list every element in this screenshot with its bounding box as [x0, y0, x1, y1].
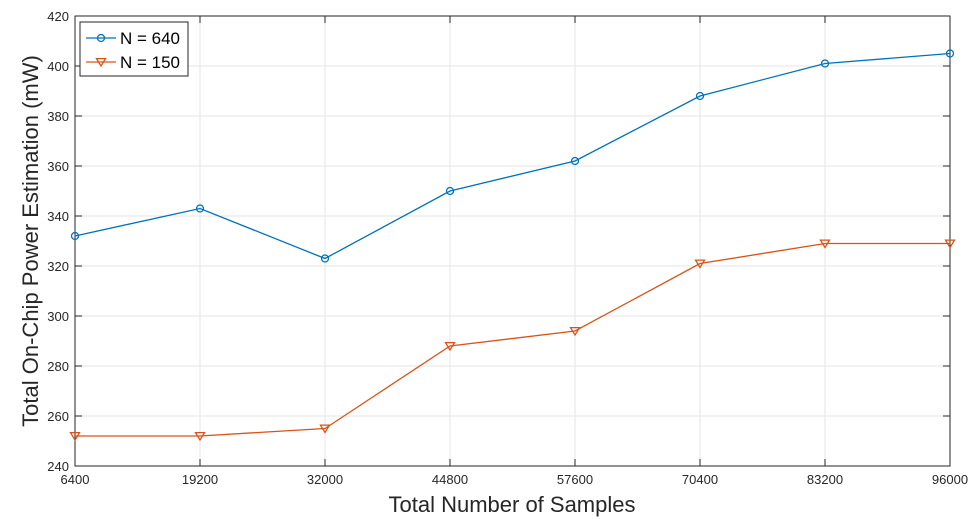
data-point — [319, 424, 331, 434]
y-tick-label: 300 — [47, 309, 69, 324]
y-tick-label: 420 — [47, 9, 69, 24]
x-tick-label: 83200 — [807, 472, 843, 487]
y-tick-label: 320 — [47, 259, 69, 274]
y-tick-label: 260 — [47, 409, 69, 424]
y-axis-label: Total On-Chip Power Estimation (mW) — [18, 55, 43, 427]
series-1 — [70, 49, 955, 263]
x-axis-label: Total Number of Samples — [389, 492, 636, 517]
y-tick-label: 280 — [47, 359, 69, 374]
series-line — [75, 242, 950, 437]
legend-marker — [96, 33, 106, 43]
y-tick-label: 360 — [47, 159, 69, 174]
series-line — [74, 52, 951, 260]
data-point — [69, 431, 81, 442]
data-point — [195, 204, 205, 213]
x-tick-label: 19200 — [182, 472, 218, 487]
legend-box — [79, 21, 189, 77]
plot-frame — [74, 15, 951, 467]
x-tick-label: 44800 — [432, 472, 468, 487]
data-point — [569, 326, 581, 337]
data-point — [695, 91, 705, 101]
data-point — [194, 431, 206, 442]
x-tick-label: 96000 — [932, 472, 968, 487]
axis-ticks: 6400 19200 32000 44800 57600 70400 83200 96000 2… — [47, 9, 968, 487]
series-2 — [69, 239, 956, 442]
data-point — [445, 186, 455, 196]
data-point — [320, 254, 330, 263]
data-point — [694, 259, 706, 269]
data-point — [944, 239, 956, 249]
y-tick-label: 240 — [47, 459, 69, 474]
y-tick-label: 400 — [47, 59, 69, 74]
data-point — [444, 341, 456, 352]
legend: N = 640 N = 150 — [79, 21, 189, 77]
y-tick-label: 380 — [47, 109, 69, 124]
x-tick-label: 70400 — [682, 472, 718, 487]
y-tick-label: 340 — [47, 209, 69, 224]
data-point — [570, 156, 580, 166]
plot-area — [75, 16, 950, 466]
x-tick-label: 32000 — [307, 472, 343, 487]
data-point — [945, 49, 955, 58]
data-point — [820, 59, 830, 68]
legend-label: N = 640 — [120, 29, 180, 48]
x-tick-label: 6400 — [61, 472, 90, 487]
x-tick-label: 57600 — [557, 472, 593, 487]
legend-label: N = 150 — [120, 53, 180, 72]
series-layer — [69, 49, 956, 442]
legend-marker — [95, 57, 107, 68]
data-point — [819, 239, 831, 249]
data-point — [70, 231, 80, 241]
